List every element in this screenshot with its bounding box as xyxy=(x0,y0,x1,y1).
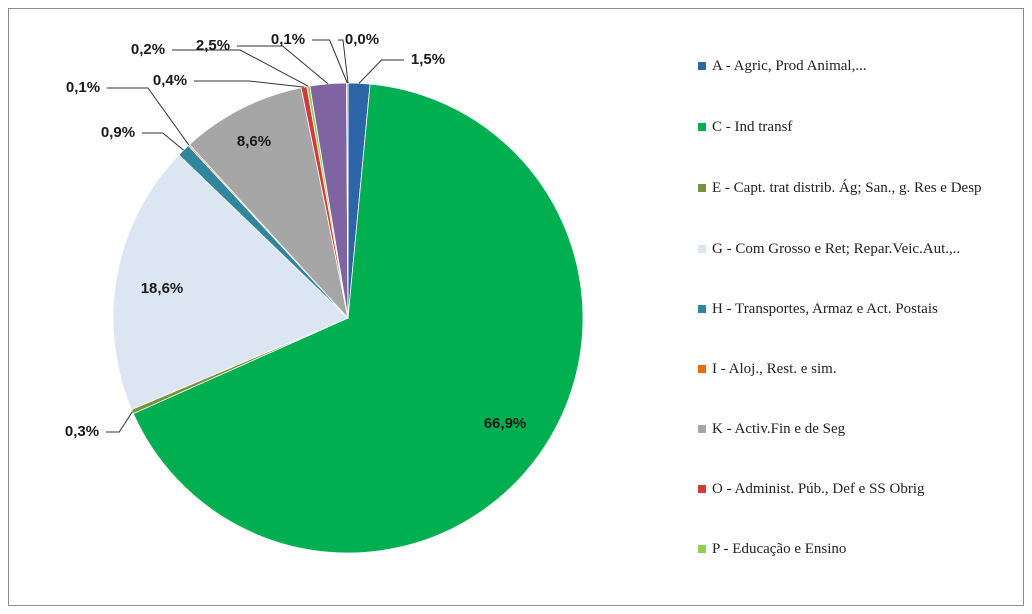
legend-label: O - Administ. Púb., Def e SS Obrig xyxy=(712,481,925,497)
legend-entry: K - Activ.Fin e de Seg xyxy=(698,419,1018,439)
legend-label: K - Activ.Fin e de Seg xyxy=(712,421,846,437)
leader-line xyxy=(194,80,305,88)
pie-slice xyxy=(188,87,349,320)
legend-swatch xyxy=(698,123,706,131)
legend-label: A - Agric, Prod Animal,... xyxy=(712,58,867,74)
data-label: 2,5% xyxy=(196,37,230,54)
data-label: 0,1% xyxy=(271,31,305,48)
data-label: 66,9% xyxy=(484,415,527,432)
legend-entry: O - Administ. Púb., Def e SS Obrig xyxy=(698,479,1018,499)
data-label: 18,6% xyxy=(141,280,184,297)
legend-swatch xyxy=(698,425,706,433)
leader-line xyxy=(338,39,349,84)
leader-line xyxy=(142,132,184,151)
legend-entry: I - Aloj., Rest. e sim. xyxy=(698,359,1018,379)
legend-swatch xyxy=(698,545,706,553)
legend-entry: P - Educação e Ensino xyxy=(698,539,1018,559)
leader-line xyxy=(237,45,329,85)
legend-entry: H - Transportes, Armaz e Act. Postais xyxy=(698,299,1018,319)
data-label: 0,9% xyxy=(101,124,135,141)
legend-swatch xyxy=(698,305,706,313)
legend-entry: A - Agric, Prod Animal,... xyxy=(698,56,1018,76)
leader-line xyxy=(106,411,133,433)
chart-frame xyxy=(8,8,1024,606)
legend-label: P - Educação e Ensino xyxy=(712,541,847,557)
leader-line xyxy=(358,59,404,84)
legend-entry: E - Capt. trat distrib. Ág; San., g. Res… xyxy=(698,178,1018,198)
data-label: 8,6% xyxy=(237,133,271,150)
data-label: 0,2% xyxy=(131,41,165,58)
legend-swatch xyxy=(698,184,706,192)
pie-slice xyxy=(132,83,584,554)
legend-swatch xyxy=(698,62,706,70)
legend-entry: C - Ind transf xyxy=(698,117,1018,137)
data-label: 0,0% xyxy=(345,31,379,48)
leader-line xyxy=(172,49,309,87)
leader-line xyxy=(312,39,348,84)
legend-swatch xyxy=(698,245,706,253)
data-label: 0,1% xyxy=(66,79,100,96)
pie-slice xyxy=(112,154,349,411)
data-label: 0,3% xyxy=(65,423,99,440)
legend-entry: G - Com Grosso e Ret; Repar.Veic.Aut.,.. xyxy=(698,239,1018,259)
legend-swatch xyxy=(698,365,706,373)
legend-swatch xyxy=(698,485,706,493)
data-label: 1,5% xyxy=(411,51,445,68)
leader-line xyxy=(107,87,190,146)
data-label: 0,4% xyxy=(153,72,187,89)
legend-label: G - Com Grosso e Ret; Repar.Veic.Aut.,.. xyxy=(712,241,961,257)
legend-label: I - Aloj., Rest. e sim. xyxy=(712,361,837,377)
legend-label: H - Transportes, Armaz e Act. Postais xyxy=(712,301,938,317)
legend-label: E - Capt. trat distrib. Ág; San., g. Res… xyxy=(712,180,982,196)
legend-label: C - Ind transf xyxy=(712,119,793,135)
